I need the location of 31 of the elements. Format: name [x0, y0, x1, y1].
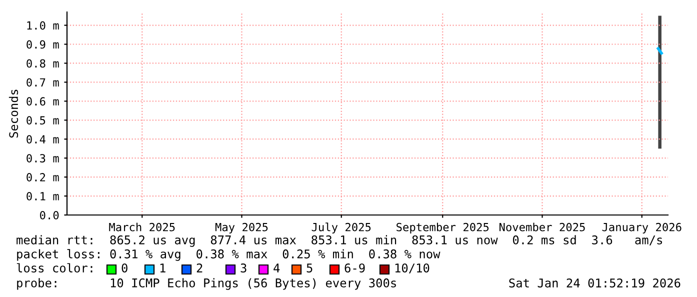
text: 5 [306, 264, 312, 272]
y-tick-label: 0.2 m [26, 173, 59, 182]
x-tick-label: September 2025 [396, 222, 489, 234]
text: 10/10 [395, 263, 430, 274]
y-tick-label: 0.6 m [26, 97, 59, 106]
text: loss color: [16, 263, 92, 272]
y-tick-label: 1.0 m [27, 21, 59, 30]
text: 0 [122, 263, 128, 272]
x-tick-label: May 2025 [215, 222, 268, 234]
text: 1 [160, 264, 166, 272]
text: 3 [240, 263, 246, 272]
y-tick-label: 0.1 m [26, 192, 59, 200]
text: median rtt: 865.2 us avg 877.4 us max 853.1 us min 853.1 us now 0.2 ms sd 3.6 am/s [16, 235, 662, 247]
y-tick-label: 0.0 [40, 211, 59, 220]
x-tick-label: March 2025 [109, 222, 175, 232]
text: 2 [196, 263, 202, 272]
y-axis-title: Seconds [8, 90, 18, 138]
y-tick-label: 0.3 m [26, 154, 59, 162]
y-tick-label: 0.5 m [26, 116, 59, 125]
text: probe: 10 ICMP Echo Pings (56 Bytes) every 300s [17, 278, 396, 290]
x-tick-label: January 2026 [602, 222, 682, 234]
y-tick-label: 0.8 m [26, 59, 59, 68]
y-tick-label: 0.7 m [26, 78, 59, 87]
x-tick-label: November 2025 [500, 222, 585, 232]
y-tick-label: 0.4 m [26, 135, 59, 144]
x-tick-label: July 2025 [312, 222, 371, 234]
text: 6-9 [344, 263, 365, 272]
text: 4 [274, 264, 280, 272]
y-tick-label: 0.9 m [26, 40, 59, 49]
text: packet loss: 0.31 % avg 0.38 % max 0.25 % min 0.38 % now [17, 249, 440, 261]
text: Sat Jan 24 01:52:19 2026 [509, 278, 680, 288]
